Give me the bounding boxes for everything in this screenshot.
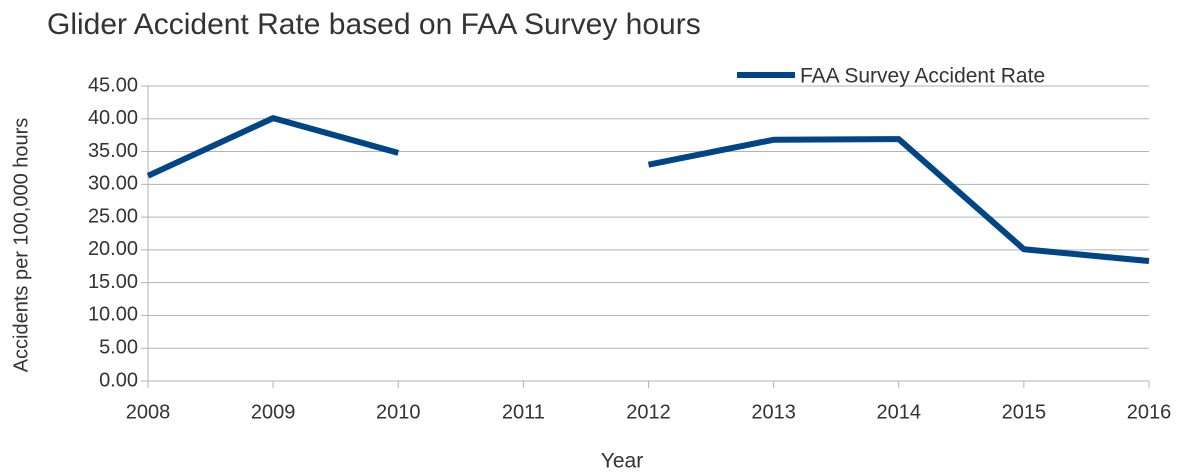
x-tick-label: 2016 <box>1127 401 1172 423</box>
y-tick-label: 35.00 <box>88 140 138 162</box>
y-tick-label: 30.00 <box>88 173 138 195</box>
x-tick-label: 2013 <box>751 401 796 423</box>
y-tick-label: 40.00 <box>88 107 138 129</box>
y-tick-label: 15.00 <box>88 271 138 293</box>
x-tick-label: 2011 <box>502 401 545 423</box>
x-axis-label: Year <box>601 450 643 473</box>
chart-title: Glider Accident Rate based on FAA Survey… <box>47 8 701 41</box>
y-axis-label: Accidents per 100,000 hours <box>10 118 32 373</box>
y-tick-label: 10.00 <box>88 304 138 326</box>
y-tick-label: 45.00 <box>88 74 138 96</box>
x-tick-label: 2008 <box>126 401 171 423</box>
y-tick-label: 25.00 <box>88 205 138 227</box>
x-tick-label: 2014 <box>877 401 922 423</box>
legend-label: FAA Survey Accident Rate <box>800 65 1045 88</box>
x-tick-label: 2012 <box>626 401 671 423</box>
line <box>146 115 1150 265</box>
x-tick-label: 2010 <box>376 401 421 423</box>
y-tick-label: 5.00 <box>99 337 138 359</box>
x-tick-label: 2015 <box>1002 401 1047 423</box>
x-tick-label: 2009 <box>251 401 296 423</box>
y-tick-label: 0.00 <box>99 369 138 391</box>
y-tick-label: 20.00 <box>88 238 138 260</box>
